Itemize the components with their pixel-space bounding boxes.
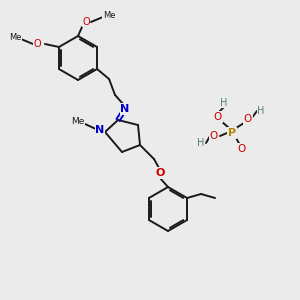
Text: O: O (210, 131, 218, 141)
Text: P: P (228, 128, 236, 138)
Text: Me: Me (71, 118, 85, 127)
Text: O: O (238, 144, 246, 154)
Text: O: O (214, 112, 222, 122)
Text: Me: Me (9, 32, 21, 41)
Text: N: N (95, 125, 105, 135)
Text: H: H (257, 106, 265, 116)
Text: O: O (155, 168, 165, 178)
Text: O: O (82, 17, 90, 27)
Text: Me: Me (103, 11, 115, 20)
Text: H: H (220, 98, 228, 108)
Text: H: H (197, 138, 205, 148)
Text: O: O (244, 114, 252, 124)
Text: O: O (33, 39, 41, 49)
Text: N: N (120, 104, 130, 114)
